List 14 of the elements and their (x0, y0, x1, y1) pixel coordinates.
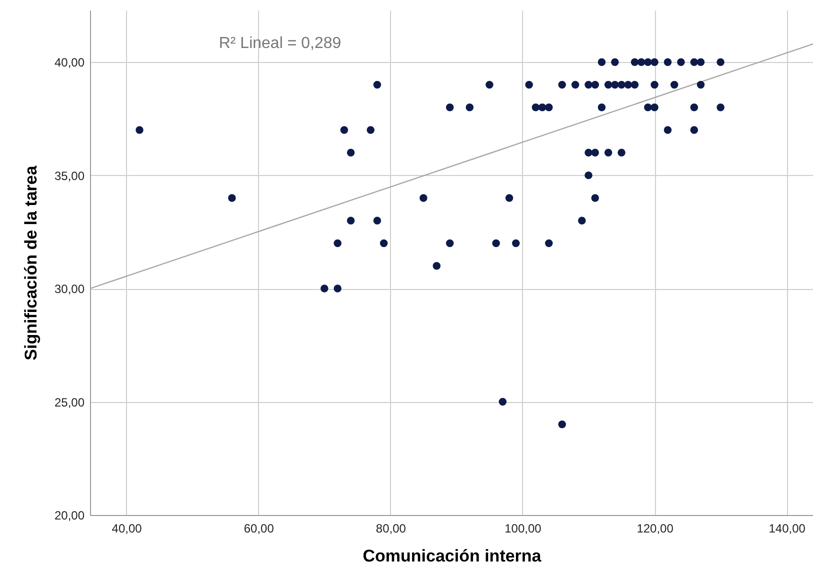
x-tick-label: 140,00 (768, 522, 806, 536)
x-tick-label: 60,00 (244, 522, 274, 536)
x-tick-label: 100,00 (504, 522, 542, 536)
y-tick-label: 30,00 (54, 282, 85, 296)
y-axis-title: Significación de la tarea (21, 165, 40, 360)
y-tick-label: 20,00 (54, 508, 85, 522)
x-tick-label: 120,00 (636, 522, 674, 536)
y-tick-label: 35,00 (54, 168, 85, 183)
x-tick-label: 40,00 (112, 522, 142, 536)
x-axis-title: Comunicación interna (362, 546, 542, 566)
annotation: R² Lineal = 0,289 (218, 35, 342, 52)
y-tick-label: 40,00 (54, 56, 85, 70)
x-tick-label: 80,00 (376, 522, 406, 536)
y-tick-label: 25,00 (54, 395, 85, 410)
